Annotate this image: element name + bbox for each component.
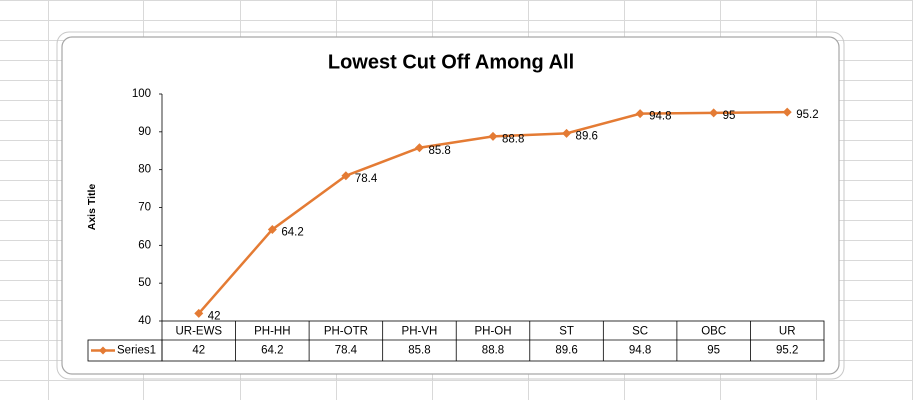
data-label: 88.8: [502, 133, 524, 145]
data-label: 85.8: [428, 145, 450, 157]
point-marker: [709, 108, 719, 118]
legend-label: Series1: [117, 345, 156, 357]
data-table-value: 78.4: [335, 345, 358, 357]
point-marker: [341, 171, 351, 181]
point-marker: [488, 131, 498, 141]
data-table-value: 95.2: [776, 345, 798, 357]
data-table-value: 95: [707, 345, 720, 357]
x-tick-label: PH-VH: [402, 326, 438, 338]
x-tick-label: ST: [559, 326, 574, 338]
y-tick-label: 100: [132, 88, 151, 100]
data-table-value: 88.8: [482, 345, 504, 357]
y-tick-label: 50: [138, 277, 151, 289]
point-marker: [267, 224, 277, 234]
x-tick-label: PH-OH: [474, 326, 511, 338]
chart-frame: [61, 36, 840, 375]
x-tick-label: OBC: [701, 326, 726, 338]
chart-title: Lowest Cut Off Among All: [328, 51, 574, 73]
x-tick-label: PH-OTR: [324, 326, 368, 338]
data-label: 94.8: [649, 111, 671, 123]
point-marker: [194, 308, 204, 318]
x-tick-label: UR-EWS: [175, 326, 222, 338]
y-tick-label: 70: [138, 202, 151, 214]
point-marker: [635, 109, 645, 119]
data-table-value: 85.8: [408, 345, 430, 357]
data-label: 95.2: [796, 109, 818, 121]
data-label: 95: [723, 110, 736, 122]
data-table-value: 64.2: [261, 345, 283, 357]
y-tick-label: 90: [138, 126, 151, 138]
x-tick-label: UR: [779, 326, 796, 338]
y-tick-label: 60: [138, 239, 151, 251]
data-label: 89.6: [576, 130, 598, 142]
y-axis-title: Axis Title: [86, 184, 98, 231]
y-tick-label: 80: [138, 164, 151, 176]
point-marker: [782, 107, 792, 117]
data-label: 42: [208, 310, 221, 322]
x-tick-label: SC: [632, 326, 648, 338]
legend-key-marker: [99, 346, 107, 355]
data-label: 64.2: [281, 226, 303, 238]
data-table-legend-cell: [87, 339, 163, 362]
data-table-value: 42: [192, 345, 205, 357]
point-marker: [414, 143, 424, 153]
data-table-value: 89.6: [555, 345, 577, 357]
x-tick-label: PH-HH: [254, 326, 290, 338]
data-label: 78.4: [355, 173, 378, 185]
data-table-value: 94.8: [629, 345, 651, 357]
chart-selection: [56, 31, 845, 380]
y-tick-label: 40: [138, 315, 151, 327]
point-marker: [562, 128, 572, 138]
